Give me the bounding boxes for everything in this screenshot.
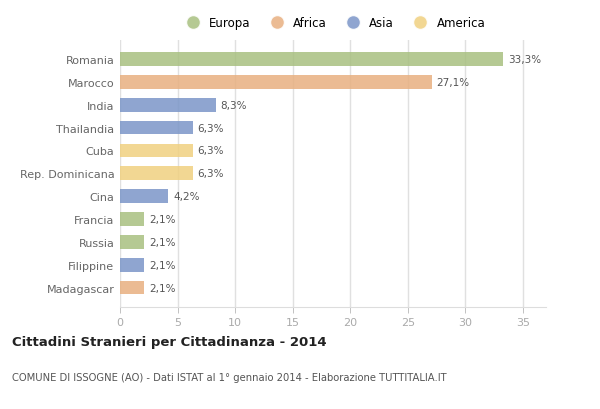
Text: 33,3%: 33,3% [508, 55, 541, 65]
Bar [120, 76, 432, 90]
Bar [120, 190, 169, 203]
Text: 27,1%: 27,1% [437, 78, 470, 88]
Bar [120, 144, 193, 158]
Text: 2,1%: 2,1% [149, 214, 175, 225]
Text: 4,2%: 4,2% [173, 192, 199, 202]
Bar [120, 236, 144, 249]
Bar [120, 121, 193, 135]
Bar [120, 167, 193, 181]
Text: 6,3%: 6,3% [197, 169, 224, 179]
Bar [120, 53, 503, 67]
Text: 6,3%: 6,3% [197, 123, 224, 133]
Bar [120, 213, 144, 226]
Text: 8,3%: 8,3% [220, 101, 247, 110]
Text: 2,1%: 2,1% [149, 283, 175, 293]
Bar [120, 281, 144, 294]
Legend: Europa, Africa, Asia, America: Europa, Africa, Asia, America [176, 12, 490, 35]
Text: COMUNE DI ISSOGNE (AO) - Dati ISTAT al 1° gennaio 2014 - Elaborazione TUTTITALIA: COMUNE DI ISSOGNE (AO) - Dati ISTAT al 1… [12, 372, 446, 382]
Text: 2,1%: 2,1% [149, 260, 175, 270]
Text: 6,3%: 6,3% [197, 146, 224, 156]
Bar [120, 258, 144, 272]
Text: Cittadini Stranieri per Cittadinanza - 2014: Cittadini Stranieri per Cittadinanza - 2… [12, 335, 326, 348]
Bar [120, 99, 215, 112]
Text: 2,1%: 2,1% [149, 237, 175, 247]
